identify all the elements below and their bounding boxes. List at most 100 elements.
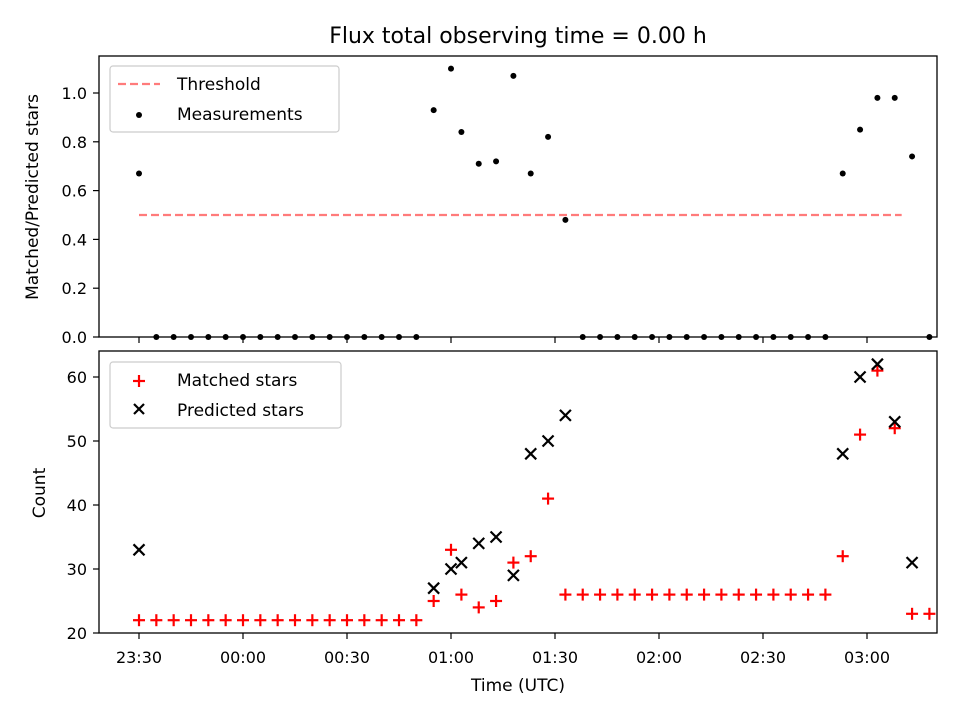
matched-star-point xyxy=(646,588,659,601)
measurement-point xyxy=(136,170,142,177)
measurement-point xyxy=(562,216,569,223)
top-y-tick-label: 0.2 xyxy=(62,279,87,298)
bottom-legend: Matched stars Predicted stars xyxy=(109,361,342,429)
matched-star-point xyxy=(750,588,763,601)
predicted-star-point xyxy=(836,447,850,461)
top-y-tick-label: 0.4 xyxy=(62,230,87,249)
predicted-star-point xyxy=(888,415,902,429)
predicted-star-point xyxy=(455,556,468,569)
x-tick-label: 01:00 xyxy=(428,648,474,667)
matched-star-point xyxy=(219,614,232,627)
top-y-tick-label: 0.6 xyxy=(62,182,87,201)
matched-star-point xyxy=(237,614,249,627)
top-y-tick-label: 0.8 xyxy=(62,133,87,152)
matched-star-point xyxy=(819,588,832,601)
matched-star-point xyxy=(663,588,676,601)
matched-star-point xyxy=(167,614,180,627)
predicted-star-point xyxy=(427,581,440,595)
matched-star-point xyxy=(802,588,815,601)
top-y-tick-label: 1.0 xyxy=(62,84,87,103)
matched-star-point xyxy=(680,588,693,601)
predicted-star-point xyxy=(472,537,486,550)
measurements-legend-label: Measurements xyxy=(177,105,303,125)
predicted-star-point xyxy=(444,562,458,576)
matched-star-point xyxy=(559,588,572,601)
predicted-star-point xyxy=(905,556,919,569)
matched-star-point xyxy=(375,614,388,627)
measurement-point xyxy=(857,126,864,133)
matched-star-point xyxy=(455,588,468,601)
matched-stars-legend-swatch xyxy=(133,375,145,387)
bottom-y-tick-label: 40 xyxy=(67,496,87,515)
matched-star-point xyxy=(306,614,319,627)
top-legend-box xyxy=(109,65,340,133)
matched-star-point xyxy=(836,550,849,563)
bottom-y-axis-label: Count xyxy=(30,467,50,518)
matched-star-point xyxy=(133,614,145,627)
measurement-point xyxy=(430,107,437,114)
chart-title: Flux total observing time = 0.00 h xyxy=(329,24,707,49)
matched-star-point xyxy=(185,614,197,627)
matched-star-point xyxy=(715,588,728,601)
matched-star-point xyxy=(358,614,371,627)
measurement-point xyxy=(458,129,465,136)
matched-star-point xyxy=(410,614,423,627)
measurements-legend-swatch xyxy=(136,112,142,118)
matched-star-point xyxy=(784,588,797,601)
matched-star-point xyxy=(871,364,884,377)
measurement-point xyxy=(527,170,534,177)
matched-star-point xyxy=(341,614,353,627)
matched-star-point xyxy=(628,588,641,601)
x-tick-label: 00:00 xyxy=(220,648,266,667)
threshold-legend-label: Threshold xyxy=(176,75,261,95)
predicted-star-point xyxy=(871,357,884,371)
top-plot-frame xyxy=(98,55,938,338)
matched-star-point xyxy=(507,556,520,569)
matched-star-point xyxy=(906,607,919,620)
matched-star-point xyxy=(611,588,624,601)
top-panel: Flux total observing time = 0.00 h Match… xyxy=(23,24,938,347)
measurement-point xyxy=(545,133,552,140)
bottom-y-tick-label: 50 xyxy=(67,432,87,451)
matched-star-point xyxy=(767,588,780,601)
predicted-stars-legend-swatch xyxy=(133,403,145,415)
predicted-star-point xyxy=(853,370,867,384)
matched-star-point xyxy=(542,492,555,505)
x-tick-label: 01:30 xyxy=(532,648,578,667)
matched-star-point xyxy=(594,588,607,601)
top-y-axis-label: Matched/Predicted stars xyxy=(23,94,43,300)
measurement-point xyxy=(839,170,846,177)
matched-star-point xyxy=(323,614,336,627)
x-tick-label: 02:30 xyxy=(740,648,786,667)
matched-star-point xyxy=(202,614,215,627)
bottom-y-tick-label: 30 xyxy=(67,560,87,579)
measurement-point xyxy=(493,158,500,165)
measurement-point xyxy=(510,72,517,79)
bottom-panel: Count Time (UTC) 20 30 40 50 60 23:30 00:00 00:… xyxy=(30,350,938,696)
matched-star-point xyxy=(854,428,867,441)
measurement-point xyxy=(475,160,482,167)
measurement-point xyxy=(874,94,881,101)
top-y-tick-label: 0.0 xyxy=(62,328,87,347)
matched-star-point xyxy=(271,614,284,627)
x-tick-label: 02:00 xyxy=(636,648,682,667)
matched-star-point xyxy=(289,614,301,627)
measurement-point xyxy=(891,94,898,101)
measurement-point xyxy=(909,153,916,160)
matched-star-point xyxy=(150,614,163,627)
bottom-legend-box xyxy=(109,361,342,429)
top-legend: Threshold Measurements xyxy=(109,65,340,133)
matched-star-point xyxy=(888,422,901,435)
matched-stars-legend-label: Matched stars xyxy=(177,371,297,391)
matched-star-point xyxy=(524,550,537,563)
predicted-stars-legend-label: Predicted stars xyxy=(177,401,304,421)
x-tick-label: 00:30 xyxy=(324,648,370,667)
matched-star-point xyxy=(490,595,503,607)
bottom-y-tick-label: 20 xyxy=(67,624,87,643)
predicted-star-point xyxy=(541,434,555,448)
matched-star-point xyxy=(427,595,440,607)
predicted-star-point xyxy=(489,530,503,544)
predicted-star-point xyxy=(507,569,520,582)
measurement-point xyxy=(448,65,454,72)
